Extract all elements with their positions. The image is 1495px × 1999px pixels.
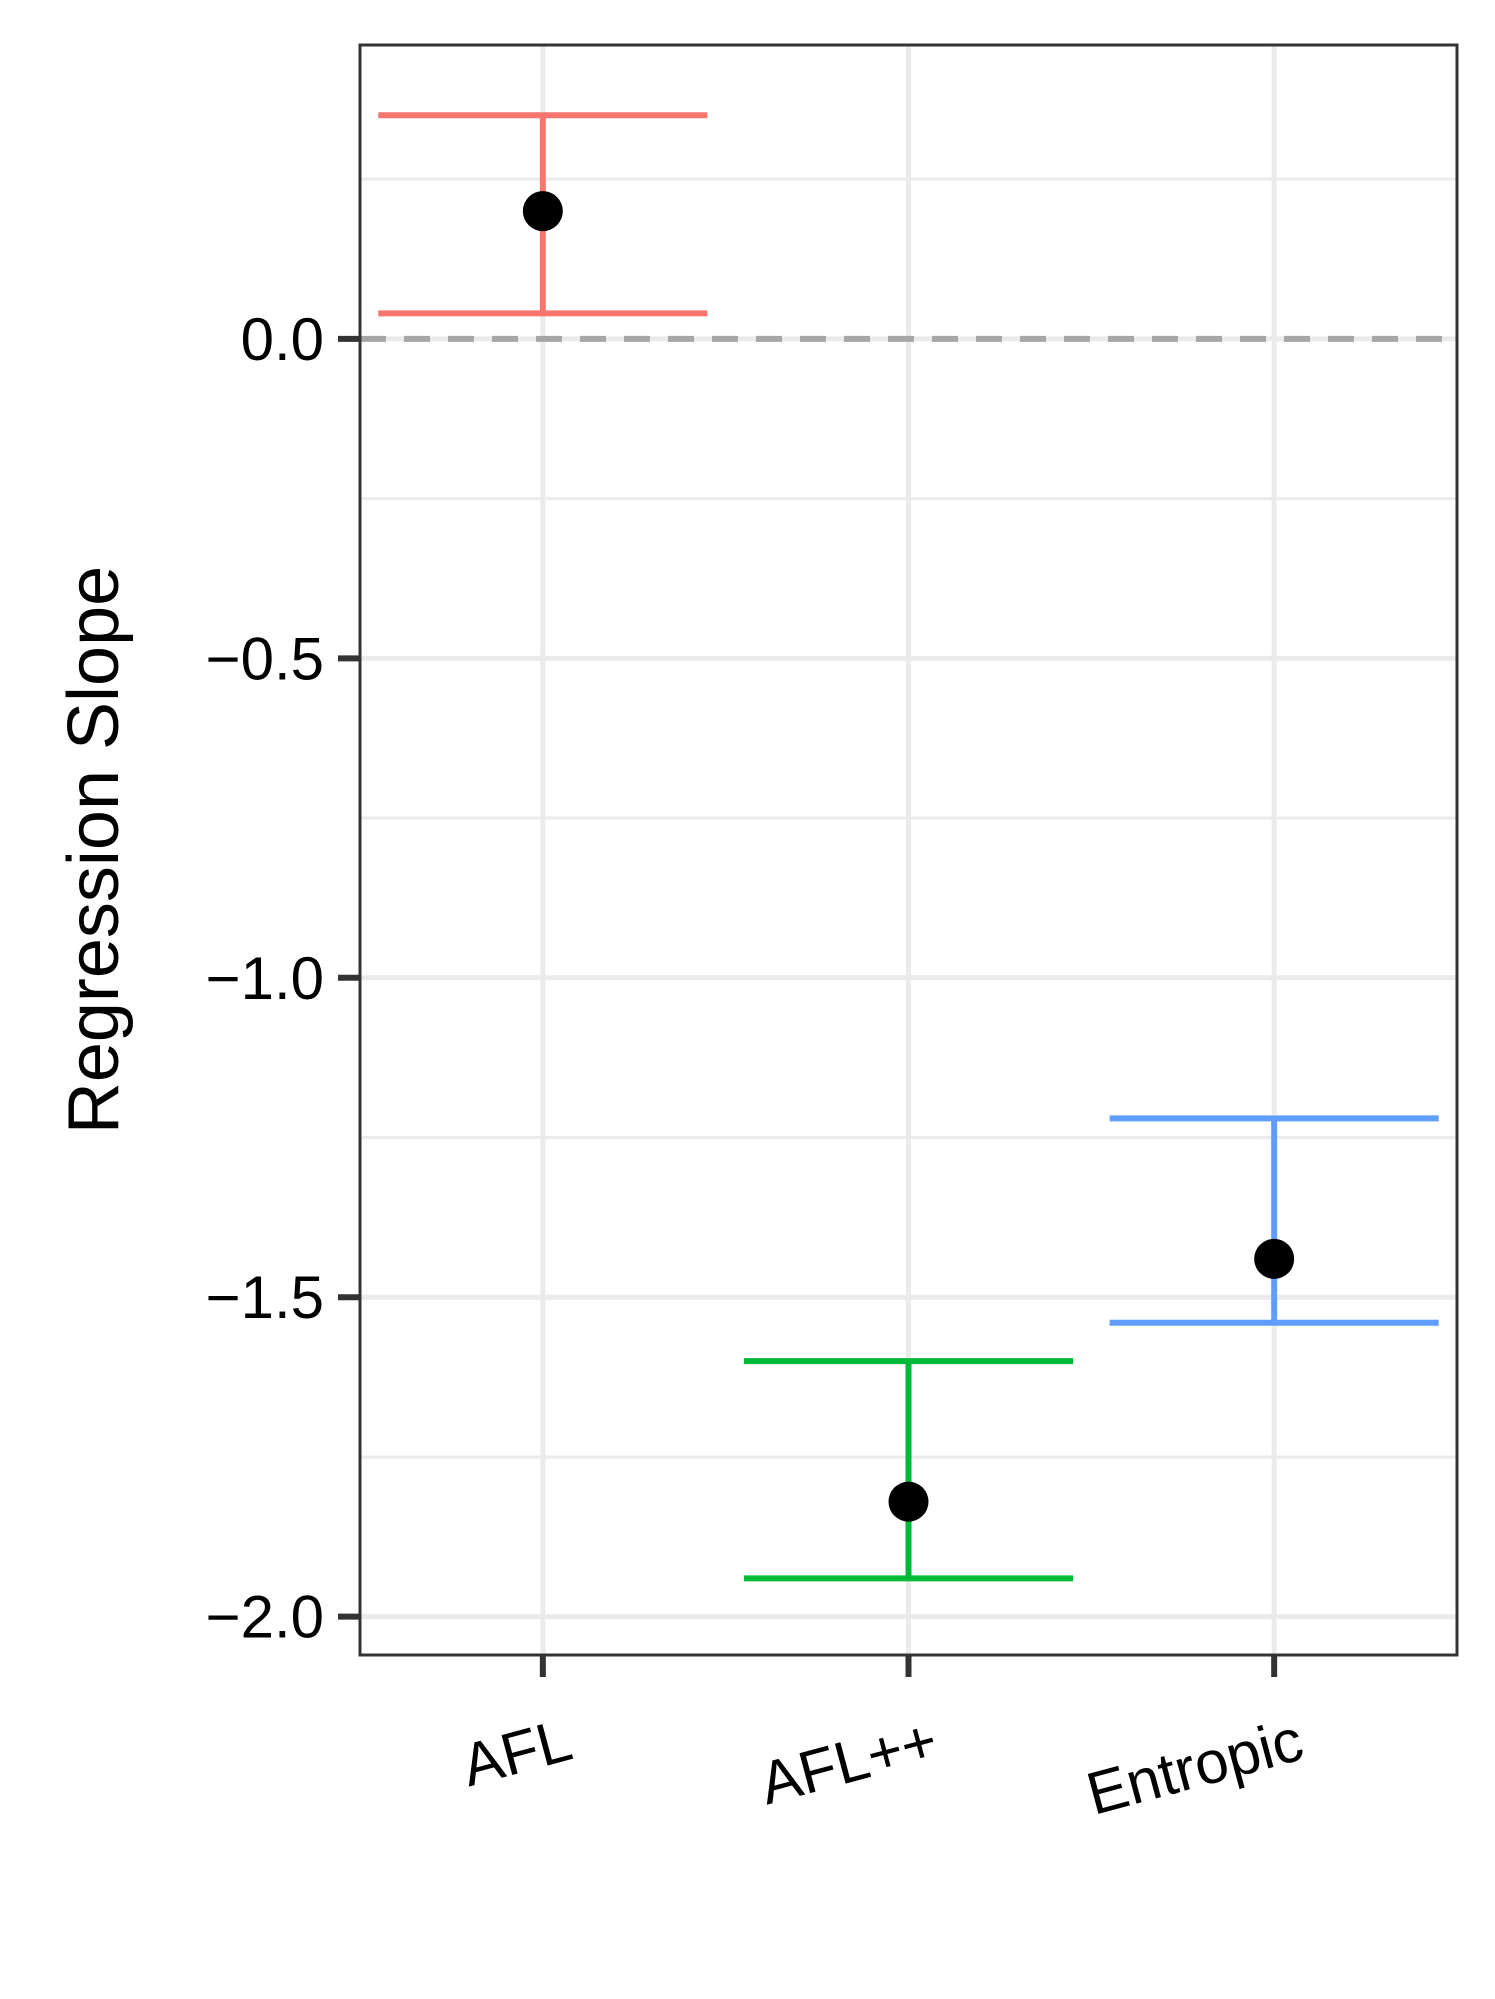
y-axis-ticks: 0.0 −0.5 −1.0 −1.5 −2.0 — [206, 306, 360, 1651]
y-tick-label: 0.0 — [241, 306, 324, 373]
estimate-points — [522, 191, 1295, 1522]
estimate-point — [522, 191, 563, 232]
error-bars — [378, 112, 1439, 1582]
y-tick-label: −2.0 — [206, 1584, 324, 1651]
y-tick-label: −1.0 — [206, 945, 324, 1012]
y-tick-label: −0.5 — [206, 625, 324, 692]
estimate-point — [888, 1481, 929, 1522]
y-axis-title: Regression Slope — [54, 566, 134, 1134]
y-tick-label: −1.5 — [206, 1264, 324, 1331]
estimate-point — [1254, 1238, 1295, 1279]
